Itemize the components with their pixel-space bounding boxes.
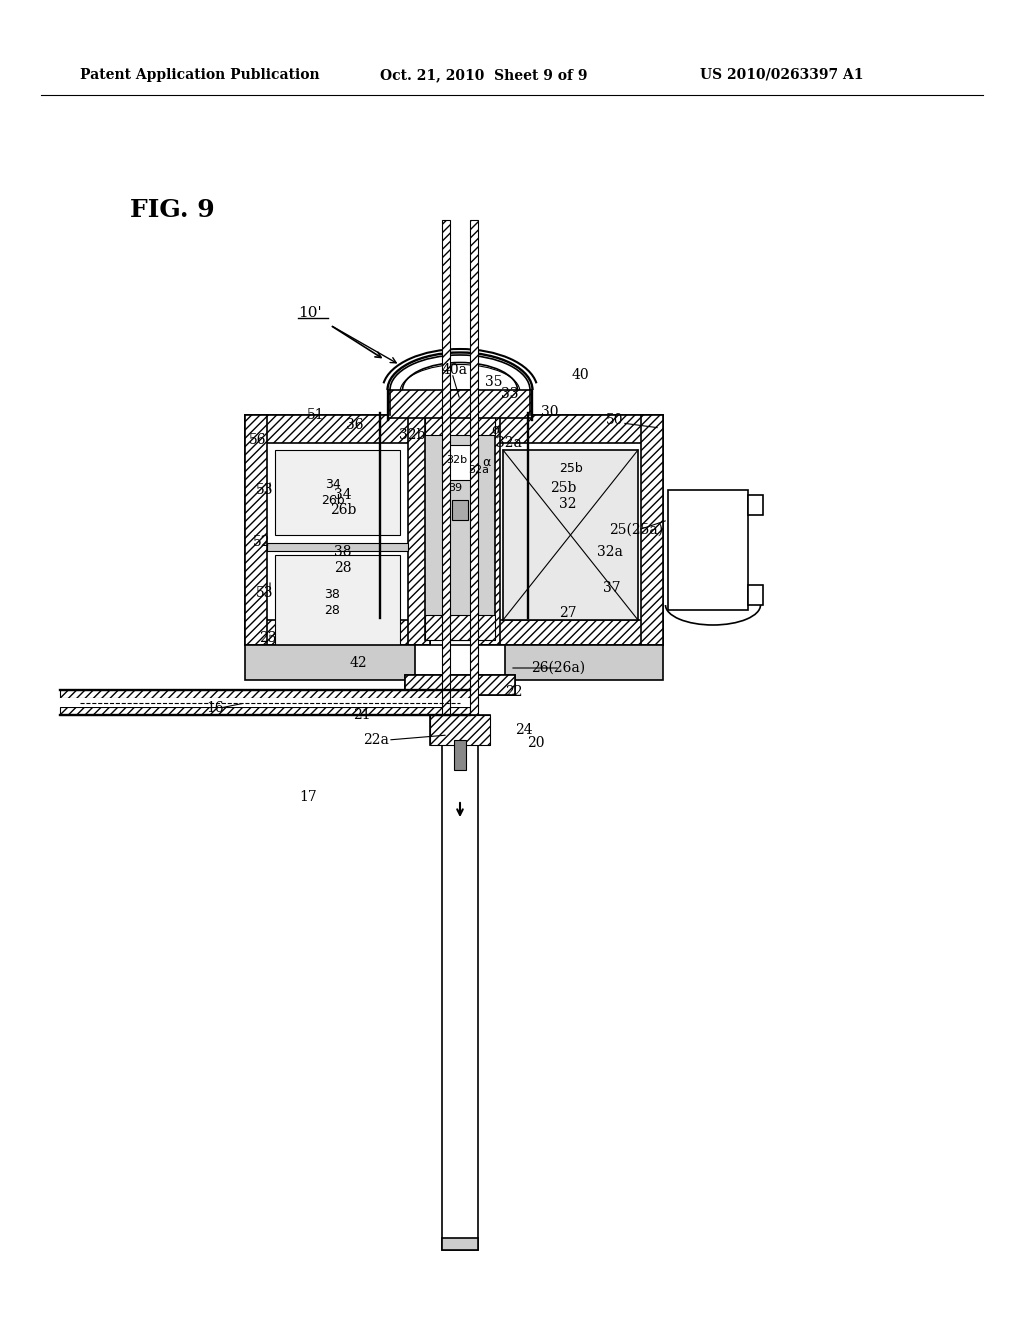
Bar — [275, 554, 400, 649]
Text: 33: 33 — [502, 387, 519, 401]
Bar — [245, 414, 267, 645]
Text: 26b: 26b — [321, 494, 344, 507]
Text: 53: 53 — [256, 586, 273, 601]
Text: 28: 28 — [325, 605, 340, 616]
Text: 28: 28 — [334, 561, 352, 576]
Text: 36: 36 — [346, 418, 364, 432]
Text: 32a: 32a — [468, 465, 489, 475]
Bar — [478, 620, 663, 645]
Text: 25b: 25b — [550, 480, 577, 495]
Text: 38: 38 — [334, 545, 352, 558]
Bar — [245, 414, 430, 645]
Bar — [442, 445, 478, 480]
Text: 26b: 26b — [330, 503, 356, 517]
Text: 32b: 32b — [398, 428, 425, 442]
Bar — [245, 645, 430, 680]
Text: 22: 22 — [505, 685, 522, 700]
Bar — [470, 220, 478, 735]
Bar — [442, 715, 478, 1250]
Bar — [442, 1238, 478, 1250]
Text: 40a: 40a — [442, 363, 468, 378]
Bar — [406, 675, 515, 696]
Text: 32b: 32b — [446, 455, 467, 465]
Bar — [442, 220, 450, 735]
Text: FIG. 9: FIG. 9 — [130, 198, 215, 222]
Bar — [245, 620, 430, 645]
Text: α: α — [482, 455, 490, 469]
Text: 22a: 22a — [364, 733, 389, 747]
Bar — [275, 450, 400, 535]
Bar — [425, 414, 495, 640]
Bar — [668, 490, 748, 610]
Text: 56: 56 — [249, 433, 266, 447]
Text: 50: 50 — [606, 413, 624, 426]
Text: 16: 16 — [206, 701, 224, 715]
Text: 35: 35 — [485, 375, 503, 389]
Bar — [267, 543, 408, 550]
Text: 25(25a): 25(25a) — [609, 523, 664, 537]
Bar — [454, 741, 466, 770]
Text: US 2010/0263397 A1: US 2010/0263397 A1 — [700, 69, 863, 82]
Bar — [641, 414, 663, 645]
Bar — [408, 414, 430, 645]
Text: α: α — [492, 422, 501, 437]
Bar — [60, 708, 470, 715]
Text: Patent Application Publication: Patent Application Publication — [80, 69, 319, 82]
Bar — [503, 450, 638, 620]
Text: 20: 20 — [527, 737, 545, 750]
Text: 39: 39 — [447, 483, 462, 492]
Text: 34: 34 — [334, 488, 352, 502]
Text: 24: 24 — [515, 723, 532, 737]
Bar — [388, 389, 532, 418]
Text: 30: 30 — [542, 405, 559, 418]
Text: 21: 21 — [353, 708, 371, 722]
Text: 37: 37 — [603, 581, 621, 595]
Text: 32a: 32a — [496, 436, 522, 450]
Bar — [478, 414, 663, 444]
Bar — [449, 389, 472, 1080]
Bar — [415, 645, 505, 680]
Text: 34: 34 — [325, 478, 340, 491]
Bar — [449, 459, 472, 640]
Bar — [60, 698, 470, 708]
Text: 53: 53 — [256, 483, 273, 498]
Text: 27: 27 — [559, 606, 577, 620]
Text: 23: 23 — [259, 631, 276, 645]
Bar — [60, 690, 470, 698]
Bar — [478, 414, 663, 645]
Bar — [748, 585, 763, 605]
Text: 32: 32 — [559, 498, 577, 511]
Bar — [245, 414, 430, 444]
Bar — [430, 715, 490, 744]
Text: 17: 17 — [299, 789, 316, 804]
Text: 42: 42 — [349, 656, 367, 671]
Text: 32a: 32a — [597, 545, 623, 558]
Text: 25b: 25b — [559, 462, 583, 474]
Text: 40: 40 — [571, 368, 589, 381]
Text: 10': 10' — [298, 306, 322, 319]
Text: 51: 51 — [307, 408, 325, 422]
Text: 38: 38 — [325, 587, 340, 601]
Text: 52: 52 — [253, 535, 270, 549]
Bar — [406, 675, 515, 696]
Bar — [425, 615, 495, 640]
Text: 26(26a): 26(26a) — [530, 661, 585, 675]
Bar — [430, 715, 490, 744]
Bar — [748, 495, 763, 515]
Bar — [478, 645, 663, 680]
Text: Oct. 21, 2010  Sheet 9 of 9: Oct. 21, 2010 Sheet 9 of 9 — [380, 69, 588, 82]
Bar — [478, 414, 500, 645]
Bar — [425, 405, 495, 436]
Bar — [452, 500, 468, 520]
